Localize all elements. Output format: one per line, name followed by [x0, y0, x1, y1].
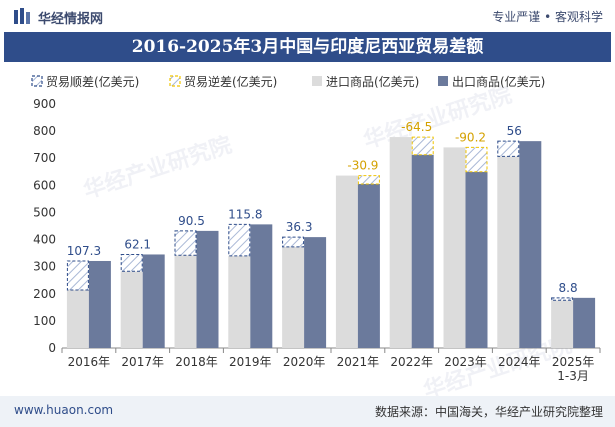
surplus-segment	[551, 297, 574, 301]
balance-label: 115.8	[228, 207, 262, 221]
chart-title: 2016-2025年3月中国与印度尼西亚贸易差额	[4, 32, 611, 62]
legend-label: 出口商品(亿美元)	[452, 74, 545, 89]
import-bar	[282, 246, 305, 348]
surplus-segment	[497, 140, 520, 157]
legend-swatch	[438, 76, 448, 86]
legend-label: 贸易顺差(亿美元)	[46, 74, 139, 89]
x-tick-label: 2024年	[498, 355, 541, 369]
export-bar	[357, 183, 380, 348]
y-tick-label: 700	[33, 151, 56, 165]
surplus-segment	[120, 253, 143, 272]
balance-label: -30.9	[347, 159, 378, 173]
balance-label: 36.3	[286, 220, 313, 234]
x-tick-label: 2019年	[229, 355, 272, 369]
balance-label: 8.8	[559, 281, 578, 295]
legend-label: 进口商品(亿美元)	[326, 74, 419, 89]
x-tick-label: 2023年	[444, 355, 487, 369]
x-tick-label: 2016年	[68, 355, 111, 369]
surplus-segment	[228, 223, 251, 257]
balance-label: 90.5	[178, 214, 205, 228]
legend-label: 贸易逆差(亿美元)	[184, 74, 277, 89]
balance-label: -64.5	[401, 120, 432, 134]
import-bar	[497, 156, 520, 348]
x-tick-label: 1-3月	[557, 369, 589, 383]
legend-swatch	[169, 75, 181, 87]
export-bar	[250, 224, 273, 348]
x-tick-label: 2018年	[175, 355, 218, 369]
y-tick-label: 0	[48, 341, 56, 355]
balance-label: 56	[507, 124, 522, 138]
chart-area: 贸易顺差(亿美元) 贸易逆差(亿美元) 进口商品(亿美元) 出口商品(亿美元) 0 10…	[31, 74, 601, 383]
export-bar	[88, 260, 111, 348]
y-tick-label: 300	[33, 260, 56, 274]
y-tick-label: 800	[33, 124, 56, 138]
x-tick-label: 2020年	[283, 355, 326, 369]
deficit-segment	[357, 175, 380, 185]
legend-swatch	[31, 75, 43, 87]
balance-label: 62.1	[124, 237, 151, 251]
x-tick-label: 2021年	[337, 355, 380, 369]
export-bar	[573, 297, 596, 348]
logo-icon	[14, 8, 30, 24]
import-bar	[174, 255, 197, 348]
export-bar	[304, 237, 327, 348]
y-tick-label: 400	[33, 233, 56, 247]
axes: 0 100 200 300 400 500 600 700 800 900 2016年 2017年 20…	[33, 97, 601, 383]
import-bar	[66, 289, 89, 348]
x-tick-label: 2017年	[121, 355, 164, 369]
y-tick-label: 500	[33, 205, 56, 219]
import-bar	[228, 255, 251, 348]
legend-swatch	[312, 76, 322, 86]
import-bar	[335, 175, 358, 348]
brand-name: 华经情报网	[38, 12, 104, 27]
export-bar	[196, 230, 219, 348]
export-bar	[465, 171, 488, 348]
top-bar: 华经情报网 专业严谨 • 客观科学	[0, 0, 615, 32]
legend: 贸易顺差(亿美元) 贸易逆差(亿美元) 进口商品(亿美元) 出口商品(亿美元)	[31, 74, 545, 89]
deficit-segment	[465, 146, 488, 173]
balance-label: 107.3	[67, 244, 101, 258]
surplus-segment	[174, 230, 197, 256]
surplus-segment	[66, 260, 89, 291]
export-bar	[411, 154, 434, 348]
footer-source: 数据来源：中国海关，华经产业研究院整理	[374, 405, 603, 419]
export-bar	[142, 254, 165, 348]
x-tick-label: 2025年	[552, 355, 595, 369]
balance-label: -90.2	[455, 130, 486, 144]
import-bar	[443, 147, 466, 348]
import-bar	[389, 137, 412, 348]
y-tick-label: 100	[33, 314, 56, 328]
y-tick-label: 200	[33, 287, 56, 301]
y-tick-label: 900	[33, 97, 56, 111]
surplus-segment	[282, 236, 305, 248]
deficit-segment	[411, 136, 434, 156]
labels: 107.3 62.1 90.5 115.8 36.3 -30.9 -64.5 -90.2 56 8…	[67, 120, 578, 295]
y-tick-label: 600	[33, 178, 56, 192]
x-tick-label: 2022年	[390, 355, 433, 369]
export-bar	[519, 141, 542, 348]
footer: www.huaon.com 数据来源：中国海关，华经产业研究院整理	[0, 396, 615, 427]
header-tags: 专业严谨 • 客观科学	[492, 10, 603, 24]
footer-site: www.huaon.com	[14, 403, 114, 417]
import-bar	[551, 300, 574, 348]
import-bar	[120, 271, 143, 348]
bars	[66, 136, 596, 348]
